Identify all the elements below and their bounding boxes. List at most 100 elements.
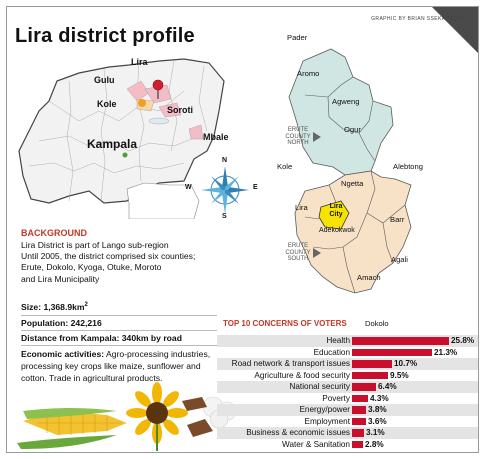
concern-label: Poverty [322, 393, 350, 403]
concern-value: 3.8% [368, 405, 387, 414]
kole-point [138, 99, 146, 107]
concern-bar [352, 337, 449, 345]
lake-kyoga [148, 117, 170, 125]
fact-economic: Economic activities: Agro-processing ind… [21, 348, 221, 384]
fact-divider [21, 330, 217, 331]
concern-row: Health 25.8% [217, 335, 478, 347]
background-line: Lira District is part of Lango sub-regio… [21, 240, 169, 250]
subcounty-lira: Lira [295, 203, 308, 212]
soroti-region [158, 102, 182, 118]
concern-bar [352, 383, 376, 391]
subcounty-ogur: Ogur [344, 125, 361, 134]
location-pin-icon [152, 79, 164, 99]
background-line: Erute, Dokolo, Kyoga, Otuke, Moroto [21, 262, 162, 273]
subcounty-agali: Agali [391, 255, 408, 264]
mbale-region [188, 124, 204, 140]
concern-label: Business & economic issues [246, 428, 350, 437]
crops-illustration [17, 382, 237, 451]
concern-row: Road network & transport issues 10.7% [217, 358, 478, 370]
map-label-gulu: Gulu [94, 75, 115, 85]
neighbor-alebtong: Alebtong [393, 162, 423, 171]
region-erute-south: ERUTE COUNTY SOUTH [285, 243, 311, 262]
fact-divider [21, 315, 217, 316]
background-text: Lira District is part of Lango sub-regio… [21, 240, 221, 285]
subcounty-adekokwok: Adekokwok [319, 227, 355, 234]
concern-bar [352, 417, 366, 425]
population-label: Population: [21, 318, 69, 328]
concern-value: 25.8% [451, 336, 475, 345]
concern-value: 4.3% [370, 393, 389, 403]
concern-value: 21.3% [434, 347, 458, 357]
concern-bar [352, 348, 432, 356]
map-label-mbale: Mbale [203, 132, 229, 142]
concern-label: Agriculture & food security [254, 370, 350, 380]
subcounty-ngetta: Ngetta [341, 179, 364, 188]
size-value: 1,368.9km [43, 302, 85, 312]
concern-row: Water & Sanitation 2.8% [217, 439, 478, 451]
concern-label: Road network & transport issues [231, 359, 350, 368]
maize-cob-icon [17, 408, 127, 449]
fact-size: Size: 1,368.9km2 [21, 302, 88, 312]
concern-bar [352, 440, 363, 448]
econ-label: Economic activities: [21, 349, 105, 359]
concern-bar [352, 394, 368, 402]
concern-row: National security 6.4% [217, 381, 478, 393]
concern-bar [352, 360, 392, 368]
lira-city-region [318, 200, 350, 230]
concern-label: Health [326, 336, 350, 345]
concern-row: Energy/power 3.8% [217, 404, 478, 416]
infographic-frame: GRAPHIC BY BRIAN SSEKAMATTE Lira distric… [6, 6, 479, 453]
map-label-lira: Lira [131, 57, 148, 67]
corner-fold [432, 7, 478, 53]
concern-label: Energy/power [299, 405, 350, 414]
concern-value: 2.8% [365, 439, 384, 449]
concern-label: National security [289, 382, 350, 391]
lake-victoria [126, 182, 200, 219]
subcounty-aromo: Aromo [297, 69, 320, 78]
concern-row: Poverty 4.3% [217, 393, 478, 405]
subcounty-agweng: Agweng [332, 97, 360, 106]
background-heading: BACKGROUND [21, 228, 87, 238]
sunflower-icon [126, 382, 188, 451]
concern-row: Education 21.3% [217, 347, 478, 359]
erute-north-region [288, 48, 394, 176]
concern-value: 9.5% [390, 370, 409, 380]
map-label-kole: Kole [97, 99, 117, 109]
concern-value: 3.1% [366, 428, 385, 437]
concern-bar [352, 371, 388, 379]
size-label: Size: [21, 302, 42, 312]
compass-w: W [185, 184, 192, 191]
graphic-credit: GRAPHIC BY BRIAN SSEKAMATTE [371, 16, 464, 22]
concerns-chart: Health 25.8% Education 21.3% Road network & … [217, 335, 478, 451]
concern-bar [352, 406, 366, 414]
concern-label: Education [313, 347, 350, 357]
size-unit-sup: 2 [84, 302, 88, 309]
neighbor-pader: Pader [287, 33, 308, 42]
uganda-map [18, 58, 225, 219]
concern-row: Business & economic issues 3.1% [217, 427, 478, 439]
map-label-soroti: Soroti [167, 105, 193, 115]
neighbor-dokolo: Dokolo [365, 319, 389, 328]
fact-distance: Distance from Kampala: 340km by road [21, 333, 182, 343]
concern-row: Employment 3.6% [217, 416, 478, 428]
compass-rose-icon [201, 166, 249, 214]
population-value: 242,216 [70, 318, 102, 328]
region-south-arrow-icon [313, 248, 321, 258]
lira-district-map [288, 48, 412, 294]
concerns-title: TOP 10 CONCERNS OF VOTERS [223, 319, 347, 328]
region-north-arrow-icon [313, 132, 321, 142]
concern-value: 3.6% [368, 416, 387, 426]
econ-text: Agro-processing industries, processing k… [21, 349, 211, 383]
concern-value: 10.7% [394, 359, 418, 368]
fact-population: Population: 242,216 [21, 318, 102, 328]
region-erute-north: ERUTE COUNTY NORTH [285, 127, 311, 146]
background-line: and Lira Municipality [21, 273, 100, 284]
uganda-outline [18, 58, 225, 204]
concern-label: Water & Sanitation [282, 439, 350, 449]
concern-bar [352, 429, 364, 437]
kampala-point [122, 152, 128, 158]
compass-n: N [222, 157, 228, 164]
subcounty-barr: Barr [390, 215, 405, 224]
neighbor-kole: Kole [277, 162, 293, 171]
subcounty-amach: Amach [357, 273, 381, 282]
